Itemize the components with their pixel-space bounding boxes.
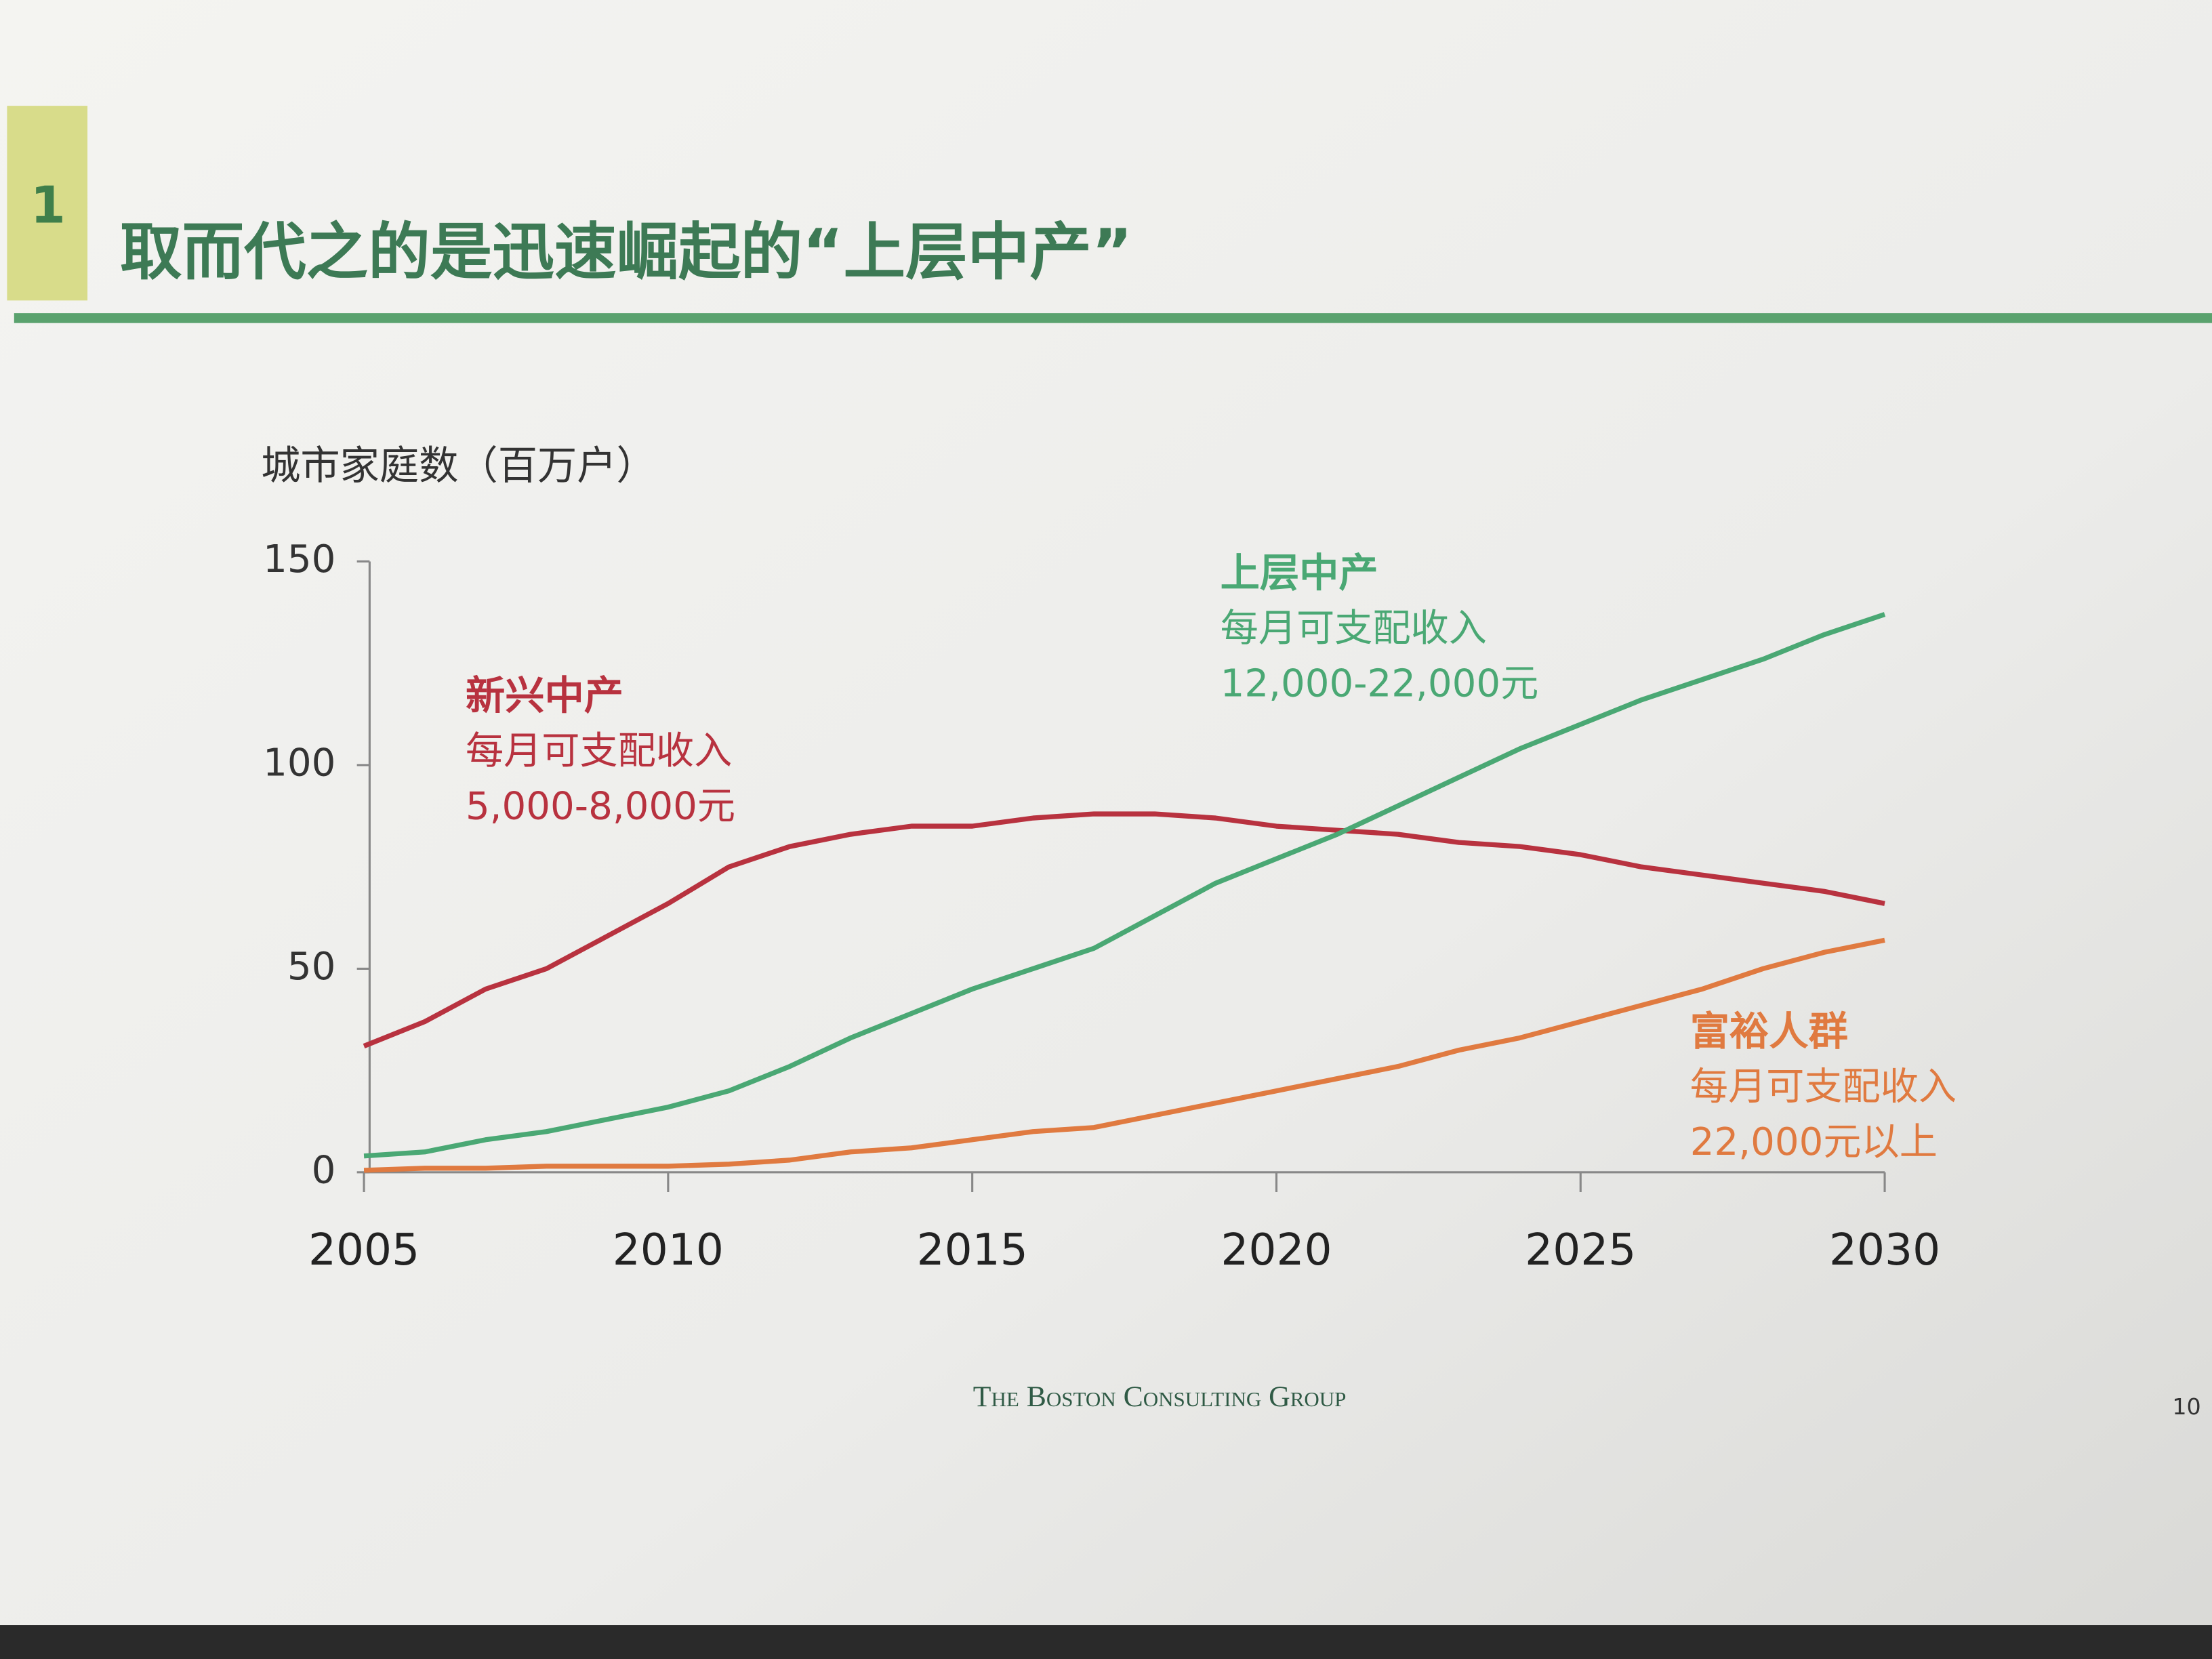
series-label: 富裕人群 <box>1690 1008 1848 1054</box>
title-rule <box>14 313 2212 323</box>
page-number: 10 <box>2172 1393 2200 1420</box>
x-tick-label: 2025 <box>1525 1225 1636 1275</box>
x-tick-label: 2015 <box>917 1225 1028 1275</box>
y-axis-label: 城市家庭数（百万户） <box>261 443 656 489</box>
y-tick-label: 50 <box>287 945 336 989</box>
series-annotation: 每月可支配收入 <box>1690 1065 1957 1109</box>
series-label: 上层中产 <box>1221 550 1378 596</box>
x-tick-label: 2020 <box>1221 1225 1332 1275</box>
series-line <box>363 937 1885 1173</box>
series-annotation: 22,000元以上 <box>1690 1120 1938 1164</box>
bottom-edge <box>0 1625 2212 1659</box>
x-tick-label: 2005 <box>308 1225 419 1275</box>
y-tick-label: 0 <box>312 1148 336 1192</box>
section-number: 1 <box>30 176 66 235</box>
series-annotation: 5,000-8,000元 <box>466 784 735 828</box>
series-line <box>363 612 1886 1159</box>
x-tick-label: 2030 <box>1829 1225 1940 1275</box>
series-annotation: 每月可支配收入 <box>466 729 732 773</box>
slide-title: 取而代之的是迅速崛起的“上层中产” <box>120 216 1132 289</box>
series-annotation: 每月可支配收入 <box>1221 607 1487 651</box>
y-tick-label: 100 <box>263 741 335 785</box>
y-tick-label: 150 <box>263 537 335 581</box>
series-line <box>363 811 1885 1048</box>
series-annotation: 12,000-22,000元 <box>1221 661 1539 705</box>
footer: The Boston Consulting Group <box>973 1380 1347 1413</box>
series-label: 新兴中产 <box>466 673 623 719</box>
section-box <box>7 106 88 301</box>
x-tick-label: 2010 <box>613 1225 724 1275</box>
